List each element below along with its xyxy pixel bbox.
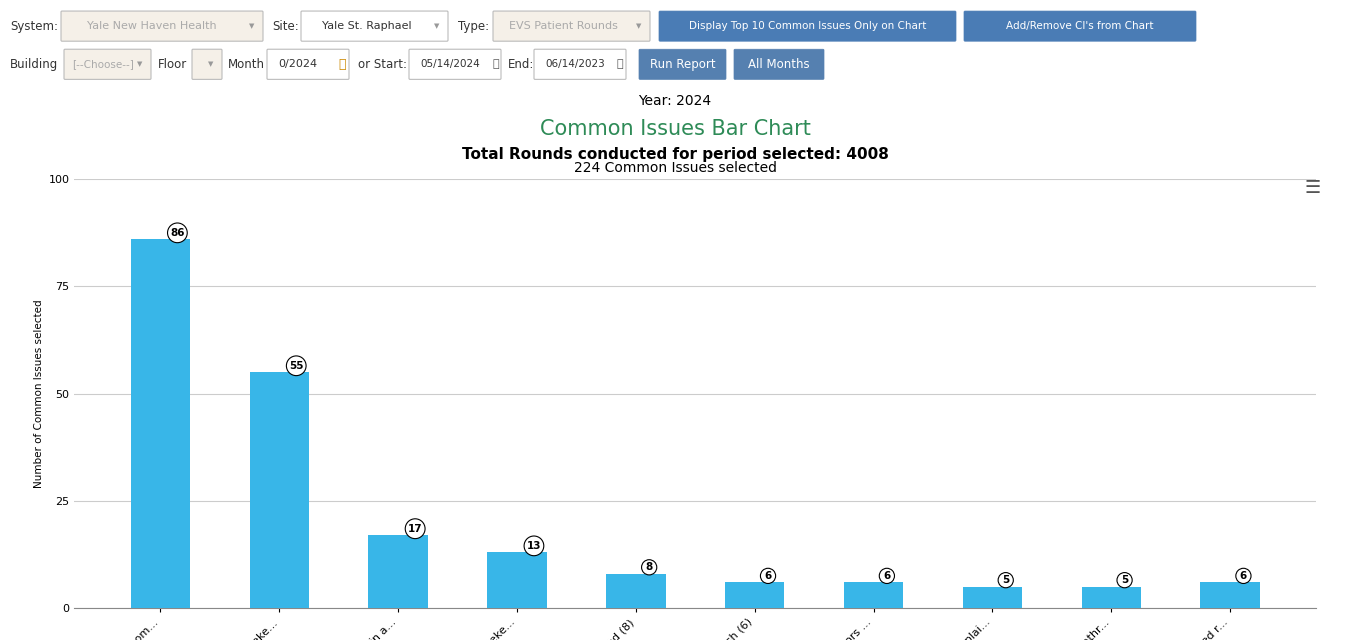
Text: 6: 6 <box>883 571 891 581</box>
Text: 86: 86 <box>170 228 185 238</box>
Text: System:: System: <box>9 20 58 33</box>
FancyBboxPatch shape <box>493 11 649 41</box>
Text: 6: 6 <box>764 571 772 581</box>
Text: 0/2024: 0/2024 <box>278 60 317 69</box>
Text: Yale New Haven Health: Yale New Haven Health <box>88 21 217 31</box>
Text: 55: 55 <box>289 361 304 371</box>
Text: 📅: 📅 <box>493 60 500 69</box>
Text: Run Report: Run Report <box>649 58 716 71</box>
Text: 8: 8 <box>645 563 653 572</box>
FancyBboxPatch shape <box>192 49 221 79</box>
Bar <box>725 582 784 608</box>
Text: 06/14/2023: 06/14/2023 <box>545 60 605 69</box>
Bar <box>606 573 666 608</box>
Text: Year: 2024: Year: 2024 <box>639 94 711 108</box>
Text: ▼: ▼ <box>208 61 213 67</box>
Text: 5: 5 <box>1002 575 1010 585</box>
Text: ▼: ▼ <box>136 61 142 67</box>
Text: Common Issues Bar Chart: Common Issues Bar Chart <box>540 119 810 139</box>
Bar <box>487 552 547 608</box>
FancyBboxPatch shape <box>734 49 824 79</box>
Text: Total Rounds conducted for period selected: 4008: Total Rounds conducted for period select… <box>462 147 888 162</box>
Text: All Months: All Months <box>748 58 810 71</box>
Text: 5: 5 <box>1120 575 1129 585</box>
Text: End:: End: <box>508 58 535 71</box>
Text: 📅: 📅 <box>617 60 624 69</box>
Bar <box>844 582 903 608</box>
Text: 13: 13 <box>526 541 541 551</box>
Text: EVS Patient Rounds: EVS Patient Rounds <box>509 21 618 31</box>
Text: Add/Remove CI's from Chart: Add/Remove CI's from Chart <box>1006 21 1154 31</box>
Text: Building: Building <box>9 58 58 71</box>
Bar <box>1081 586 1141 608</box>
Text: Yale St. Raphael: Yale St. Raphael <box>323 21 412 31</box>
Text: ▼: ▼ <box>636 23 641 29</box>
Text: ⏰: ⏰ <box>339 58 346 71</box>
FancyBboxPatch shape <box>267 49 350 79</box>
FancyBboxPatch shape <box>63 49 151 79</box>
Text: or Start:: or Start: <box>358 58 406 71</box>
FancyBboxPatch shape <box>61 11 263 41</box>
Text: [--Choose--]: [--Choose--] <box>73 60 134 69</box>
FancyBboxPatch shape <box>964 11 1196 41</box>
Text: Site:: Site: <box>271 20 298 33</box>
Text: Floor: Floor <box>158 58 188 71</box>
Text: 05/14/2024: 05/14/2024 <box>420 60 479 69</box>
Bar <box>963 586 1022 608</box>
Bar <box>250 372 309 608</box>
Text: 6: 6 <box>1239 571 1247 581</box>
FancyBboxPatch shape <box>639 49 726 79</box>
Y-axis label: Number of Common Issues selected: Number of Common Issues selected <box>34 300 45 488</box>
Bar <box>369 535 428 608</box>
FancyBboxPatch shape <box>301 11 448 41</box>
FancyBboxPatch shape <box>535 49 626 79</box>
FancyBboxPatch shape <box>409 49 501 79</box>
Text: ▼: ▼ <box>433 23 439 29</box>
Text: Month: Month <box>228 58 265 71</box>
Bar <box>131 239 190 608</box>
FancyBboxPatch shape <box>659 11 956 41</box>
Text: ☰: ☰ <box>1304 179 1320 197</box>
Text: 224 Common Issues selected: 224 Common Issues selected <box>574 161 776 175</box>
Text: Type:: Type: <box>458 20 489 33</box>
Text: ▼: ▼ <box>248 23 254 29</box>
Bar <box>1200 582 1260 608</box>
Text: Display Top 10 Common Issues Only on Chart: Display Top 10 Common Issues Only on Cha… <box>688 21 926 31</box>
Text: 17: 17 <box>408 524 423 534</box>
